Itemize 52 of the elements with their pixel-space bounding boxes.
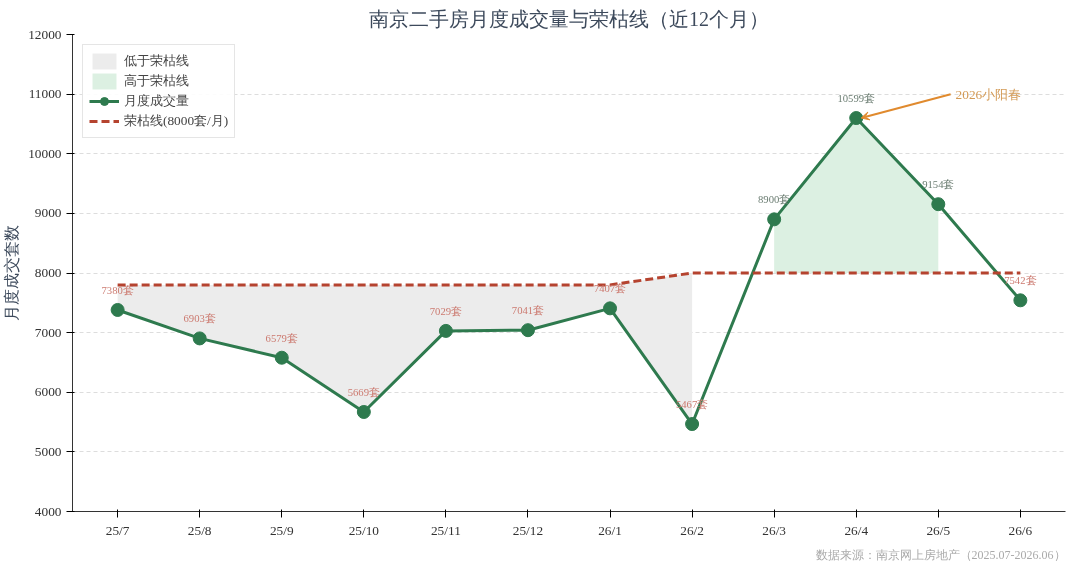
data-label: 8900套	[758, 194, 791, 206]
y-axis-title: 月度成交套数	[3, 225, 21, 321]
point	[520, 323, 535, 338]
y-tick-label: 9000	[34, 205, 62, 221]
y-tick-label: 10000	[28, 145, 62, 161]
point	[931, 197, 946, 212]
data-label: 9154套	[922, 179, 955, 191]
y-tick-label: 7000	[34, 324, 62, 340]
point	[603, 301, 618, 316]
x-tick-label: 25/11	[430, 522, 461, 538]
point	[1013, 293, 1028, 308]
y-tick-label: 5000	[34, 443, 62, 459]
y-tick-label: 4000	[34, 503, 62, 519]
x-tick-label: 26/2	[680, 522, 704, 538]
x-tick-label: 26/1	[598, 522, 622, 538]
annotation: 2026小阳春	[955, 86, 1022, 102]
point	[685, 417, 700, 432]
source-note: 数据来源：南京网上房地产（2025.07-2026.06）	[815, 547, 1066, 562]
data-label: 5669套	[347, 386, 380, 398]
point	[767, 212, 782, 227]
legend-label: 月度成交量	[124, 92, 189, 110]
x-tick-label: 25/10	[348, 522, 380, 538]
x-tick-label: 26/6	[1008, 522, 1033, 538]
data-label: 7542套	[1004, 275, 1037, 287]
point	[356, 405, 371, 419]
chart-title: 南京二手房月度成交量与荣枯线（近12个月）	[369, 7, 769, 30]
data-label: 6579套	[265, 332, 298, 344]
point	[110, 302, 125, 317]
x-tick-label: 25/9	[269, 522, 294, 538]
point	[438, 323, 453, 338]
x-tick-label: 26/4	[844, 522, 869, 538]
data-label: 7407套	[593, 283, 627, 295]
x-tick-label: 26/5	[926, 522, 951, 538]
x-tick-label: 25/7	[105, 522, 130, 538]
y-tick-label: 8000	[34, 265, 62, 280]
y-tick-label: 12000	[28, 26, 62, 42]
x-tick-label: 25/8	[187, 522, 212, 538]
point	[849, 111, 864, 126]
point	[192, 331, 207, 346]
y-tick-label: 6000	[34, 384, 62, 400]
data-label: 10599套	[837, 93, 876, 105]
data-label: 7029套	[429, 305, 463, 317]
data-label: 7380套	[101, 284, 134, 296]
data-label: 6903套	[183, 313, 216, 325]
x-tick-label: 25/12	[512, 522, 544, 538]
legend-label: 荣枯线(8000套/月)	[124, 112, 229, 130]
data-label: 7041套	[511, 305, 545, 317]
legend-label: 高于荣枯线	[124, 72, 189, 90]
y-tick-label: 11000	[28, 86, 62, 102]
legend-label: 低于荣枯线	[124, 52, 189, 70]
point	[274, 350, 289, 365]
x-tick-label: 26/3	[762, 522, 787, 538]
